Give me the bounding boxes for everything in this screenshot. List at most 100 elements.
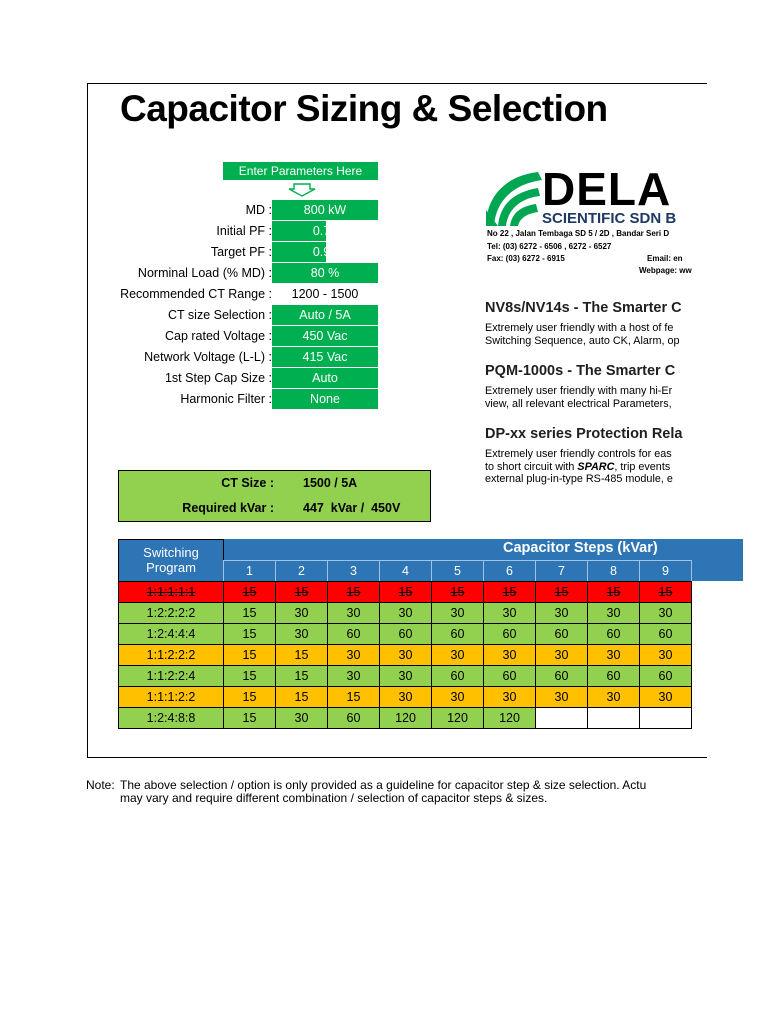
text-segment: external plug-in-type RS-485 module, e (485, 473, 673, 485)
company-address: No 22 , Jalan Tembaga SD 5 / 2D , Bandar… (487, 229, 670, 238)
step-cell: 30 (639, 686, 692, 708)
step-cell (535, 707, 588, 729)
step-cell: 60 (483, 665, 536, 687)
parameter-value: None (310, 392, 340, 406)
step-cell: 30 (535, 602, 588, 624)
step-cell: 30 (379, 602, 432, 624)
step-cell: 30 (327, 602, 380, 624)
note-line: The above selection / option is only pro… (120, 778, 647, 792)
step-cell: 30 (327, 644, 380, 666)
text-segment: view, all relevant electrical Parameters… (485, 397, 672, 410)
parameter-label: Cap rated Voltage : (164, 329, 272, 343)
step-cell: 60 (535, 623, 588, 645)
value-box (272, 221, 326, 241)
parameter-label: MD : (245, 203, 272, 217)
parameter-value: 450 Vac (302, 329, 348, 343)
company-logo-mark (486, 172, 542, 226)
step-cell: 30 (327, 665, 380, 687)
product-line: Extremely user friendly with many hi-Er (485, 385, 672, 398)
parameter-value: Auto (312, 371, 338, 385)
text-segment: Switching Sequence, auto CK, Alarm, op (485, 334, 680, 347)
parameter-label: Network Voltage (L-L) : (144, 350, 272, 364)
text-segment: Extremely user friendly controls for eas (485, 448, 672, 460)
step-cell: 30 (639, 644, 692, 666)
step-cell: 15 (483, 581, 536, 603)
step-number: 2 (275, 560, 328, 582)
step-cell: 15 (223, 581, 276, 603)
step-cell: 60 (587, 623, 640, 645)
step-cell: 30 (275, 707, 328, 729)
step-cell: 30 (587, 644, 640, 666)
step-number: 1 (223, 560, 276, 582)
step-cell: 15 (223, 686, 276, 708)
text-segment: Extremely user friendly with a host of f… (485, 322, 674, 334)
step-cell: 15 (327, 686, 380, 708)
step-number: 5 (431, 560, 484, 582)
step-cell: 15 (223, 644, 276, 666)
step-cell: 120 (483, 707, 536, 729)
value-box (272, 200, 378, 220)
step-cell: 30 (587, 686, 640, 708)
step-cell: 30 (379, 665, 432, 687)
sheet-frame (87, 83, 707, 758)
step-cell: 30 (587, 602, 640, 624)
program-cell: 1:2:4:4:4 (118, 623, 224, 645)
step-cell: 15 (431, 581, 484, 603)
parameter-label: 1st Step Cap Size : (164, 371, 272, 385)
step-cell: 60 (483, 623, 536, 645)
step-cell: 15 (223, 707, 276, 729)
step-cell: 15 (275, 665, 328, 687)
value-box (272, 368, 378, 388)
parameter-label: Recommended CT Range : (120, 287, 272, 301)
text-segment: SPARC (577, 460, 615, 473)
product-line: Extremely user friendly with a host of f… (485, 322, 673, 335)
parameter-label: Norminal Load (% MD) : (137, 266, 272, 280)
step-cell: 15 (327, 581, 380, 603)
company-webpage: Webpage: ww (639, 266, 692, 275)
value-box (272, 347, 378, 367)
step-cell: 30 (431, 644, 484, 666)
steps-header: Capacitor Steps (kVar) (503, 540, 658, 556)
text-segment: to short circuit with (485, 460, 578, 473)
program-cell: 1:1:2:2:4 (118, 665, 224, 687)
program-cell: 1:1:1:2:2 (118, 686, 224, 708)
step-cell: 60 (431, 623, 484, 645)
product-line: Extremely user friendly controls for eas (485, 448, 672, 461)
step-cell: 30 (275, 623, 328, 645)
step-cell: 60 (379, 623, 432, 645)
product-heading: NV8s/NV14s - The Smarter C (485, 300, 682, 316)
company-email: Email: en (647, 254, 683, 263)
parameter-value: 80 % (310, 266, 340, 280)
step-cell: 60 (431, 665, 484, 687)
step-number: 6 (483, 560, 536, 582)
parameter-label: Harmonic Filter : (180, 392, 272, 406)
step-cell: 15 (535, 581, 588, 603)
value-box (272, 326, 378, 346)
step-cell: 30 (379, 686, 432, 708)
input-banner: Enter Parameters Here (223, 162, 378, 180)
step-cell: 15 (639, 581, 692, 603)
note-label: Note: (86, 778, 115, 792)
step-cell: 30 (483, 602, 536, 624)
step-cell: 15 (587, 581, 640, 603)
parameter-value: 0.92 (312, 245, 338, 259)
step-cell: 30 (535, 644, 588, 666)
result-value: 1500 / 5A (303, 476, 358, 490)
value-box (272, 389, 378, 409)
result-box (118, 470, 431, 522)
product-line: to short circuit with SPARC, trip events (485, 461, 670, 474)
step-cell: 30 (639, 602, 692, 624)
step-cell: 60 (587, 665, 640, 687)
company-panel: DELA SCIENTIFIC SDN B No 22 , Jalan Temb… (470, 150, 692, 490)
step-cell: 30 (379, 644, 432, 666)
step-cell: 30 (535, 686, 588, 708)
program-cell: 1:1:1:1:1 (118, 581, 224, 603)
text-segment: , trip events (614, 460, 671, 473)
step-cell: 120 (379, 707, 432, 729)
step-cell: 30 (431, 602, 484, 624)
step-cell: 30 (483, 686, 536, 708)
step-cell (587, 707, 640, 729)
step-cell: 15 (379, 581, 432, 603)
step-number: 8 (587, 560, 640, 582)
